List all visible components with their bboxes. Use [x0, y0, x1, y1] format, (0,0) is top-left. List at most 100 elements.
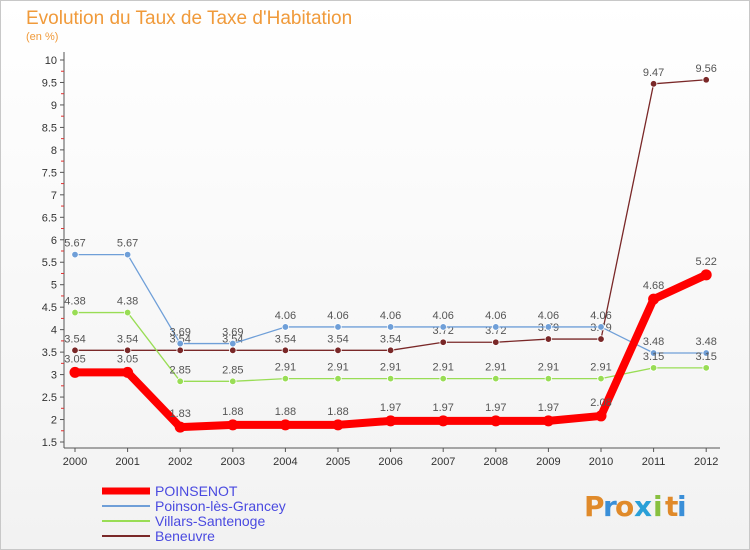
x-tick-label: 2009: [536, 456, 560, 468]
data-point: [279, 419, 291, 431]
data-label: 2.91: [590, 362, 611, 374]
data-label: 2.91: [275, 362, 296, 374]
data-point: [123, 308, 132, 317]
y-tick-label: 4: [51, 325, 57, 337]
data-label: 4.06: [275, 310, 296, 322]
data-label: 3.48: [643, 336, 664, 348]
x-tick-label: 2006: [378, 456, 402, 468]
data-point: [490, 415, 502, 427]
y-tick-label: 6: [51, 235, 57, 247]
x-tick-label: 2007: [431, 456, 455, 468]
data-label: 1.88: [327, 406, 348, 418]
data-label: 3.54: [380, 333, 401, 345]
legend-label: Beneuvre: [155, 528, 215, 544]
data-label: 2.85: [222, 364, 243, 376]
x-tick-label: 2005: [326, 456, 350, 468]
data-label: 3.72: [432, 325, 453, 337]
data-point: [386, 346, 395, 355]
series-poinson-l-s-grancey: 5.67 5.67 3.69 3.69 4.06 4.06 4.06 4.06 4.06 4.06…: [64, 238, 717, 357]
legend-label: Villars-Santenoge: [155, 513, 265, 529]
data-point: [649, 80, 658, 88]
data-point: [123, 346, 132, 355]
data-label: 4.06: [485, 310, 506, 322]
data-label: 5.67: [64, 238, 85, 250]
data-point: [492, 374, 500, 383]
data-point: [386, 374, 395, 383]
data-point: [176, 339, 184, 348]
data-point: [281, 323, 290, 331]
data-point: [386, 323, 395, 331]
y-tick-label: 5: [51, 280, 57, 292]
y-tick-label: 9: [51, 100, 57, 112]
data-point: [439, 374, 447, 383]
series-layer: 3.543.543.543.543.543.543.543.723.723.79…: [64, 63, 717, 433]
axes: 1.522.533.544.555.566.577.588.599.510200…: [42, 52, 720, 468]
y-tick-label: 9.5: [42, 77, 57, 89]
data-label: 1.88: [275, 406, 296, 418]
data-point: [71, 308, 79, 317]
data-label: 2.85: [169, 364, 190, 376]
data-point: [597, 323, 605, 331]
data-point: [544, 335, 553, 343]
data-label: 3.69: [222, 327, 243, 339]
data-label: 3.05: [117, 353, 138, 365]
logo-letter: x: [634, 490, 652, 523]
data-label: 3.54: [327, 333, 348, 345]
x-tick-label: 2010: [589, 456, 613, 468]
data-label: 4.68: [643, 280, 664, 292]
data-point: [334, 323, 342, 331]
data-point: [71, 346, 79, 355]
data-point: [702, 364, 710, 372]
data-point: [439, 323, 447, 331]
data-point: [649, 364, 658, 372]
proxiti-logo: Pro x i ti: [584, 490, 687, 523]
data-label: 1.97: [485, 402, 506, 414]
data-label: 1.83: [169, 408, 190, 420]
data-point: [71, 250, 79, 259]
data-point: [334, 346, 342, 355]
data-label: 3.05: [64, 353, 85, 365]
series-poinsenot: 3.05 3.05 1.83 1.88 1.88 1.88 1.97 1.97 1.97 1.97…: [64, 256, 717, 433]
x-tick-label: 2003: [221, 456, 245, 468]
data-label: 5.22: [695, 256, 716, 268]
data-label: 1.97: [380, 402, 401, 414]
data-label: 9.47: [643, 67, 664, 79]
data-label: 3.15: [695, 351, 716, 363]
y-tick-label: 7: [51, 190, 57, 202]
chart-title: Evolution du Taux de Taxe d'Habitation: [26, 8, 352, 29]
x-tick-label: 2002: [168, 456, 192, 468]
data-label: 1.88: [222, 406, 243, 418]
data-label: 5.67: [117, 238, 138, 250]
data-label: 4.38: [117, 296, 138, 308]
data-point: [648, 293, 660, 305]
x-tick-label: 2004: [273, 456, 297, 468]
data-point: [492, 323, 500, 331]
legend: POINSENOTPoinson-lès-GranceyVillars-Sant…: [102, 483, 286, 544]
data-label: 9.56: [695, 63, 716, 75]
data-label: 3.48: [695, 336, 716, 348]
y-tick-label: 3.5: [42, 347, 57, 359]
data-label: 4.06: [590, 310, 611, 322]
data-point: [492, 338, 500, 346]
y-tick-label: 7.5: [42, 167, 57, 179]
data-point: [597, 335, 605, 343]
y-tick-label: 10: [45, 55, 57, 67]
logo-letter: P: [584, 490, 605, 523]
data-label: 3.54: [275, 333, 296, 345]
y-tick-label: 2.5: [42, 392, 57, 404]
x-tick-label: 2012: [694, 456, 718, 468]
data-label: 4.06: [327, 310, 348, 322]
data-point: [437, 415, 449, 427]
data-label: 1.97: [432, 402, 453, 414]
y-tick-label: 6.5: [42, 212, 57, 224]
data-label: 2.91: [327, 362, 348, 374]
data-point: [281, 374, 290, 383]
data-label: 3.72: [485, 325, 506, 337]
legend-label: POINSENOT: [155, 483, 238, 499]
data-point: [176, 346, 184, 355]
y-tick-label: 2: [51, 415, 57, 427]
data-point: [702, 349, 710, 357]
data-point: [544, 323, 553, 331]
